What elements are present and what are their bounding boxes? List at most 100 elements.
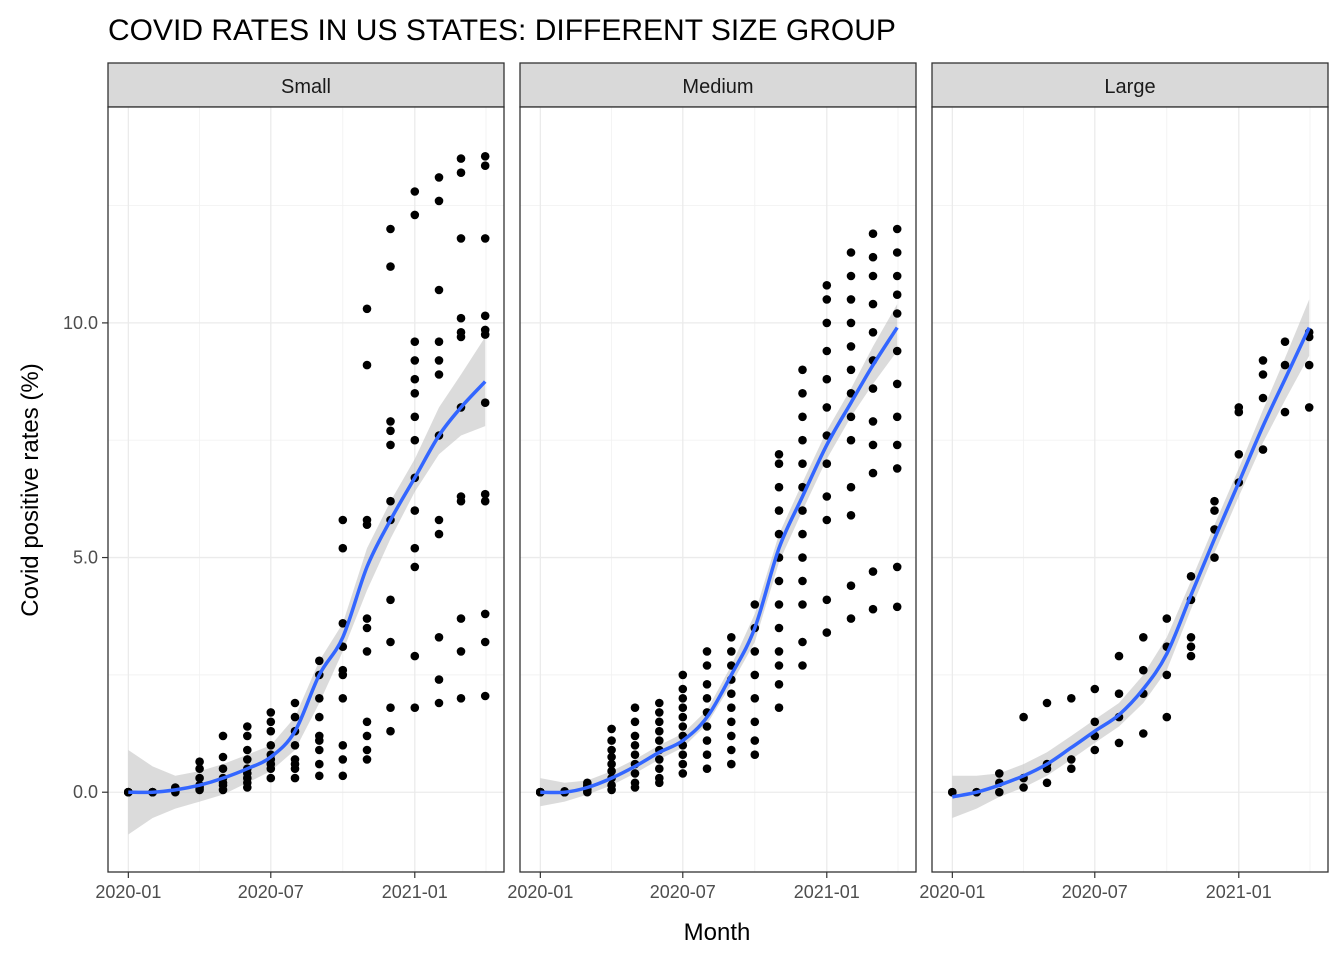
data-point: [218, 752, 228, 762]
data-point: [846, 342, 856, 351]
data-point: [868, 328, 878, 337]
data-point: [727, 759, 736, 769]
data-point: [868, 468, 878, 478]
data-point: [362, 717, 372, 727]
data-point: [1090, 745, 1100, 755]
data-point: [410, 187, 420, 196]
facet-strip-label: Medium: [682, 76, 753, 98]
data-point: [892, 412, 902, 422]
data-point: [607, 752, 616, 762]
data-point: [266, 741, 276, 750]
data-point: [386, 426, 395, 436]
data-point: [798, 600, 807, 609]
data-point: [995, 787, 1004, 797]
data-point: [1162, 712, 1172, 722]
data-point: [290, 773, 300, 783]
data-point: [607, 766, 616, 776]
data-point: [607, 724, 616, 734]
panel-background: [520, 107, 916, 872]
data-point: [386, 703, 395, 712]
data-point: [434, 633, 444, 642]
panel-border: [107, 106, 505, 873]
data-point: [774, 600, 784, 609]
data-point: [798, 459, 807, 469]
data-point: [630, 769, 640, 778]
data-point: [218, 731, 228, 741]
data-point: [456, 168, 466, 177]
panel-border: [519, 106, 917, 873]
smooth-trend-line: [951, 326, 1311, 799]
data-point: [846, 318, 856, 328]
facet-strip: [107, 62, 505, 108]
data-point: [434, 515, 444, 525]
data-point: [846, 412, 856, 422]
data-point: [386, 595, 395, 605]
data-point: [822, 459, 832, 469]
data-point: [892, 440, 902, 450]
x-tick-label: 2020-07: [1062, 882, 1128, 902]
data-point: [1162, 614, 1172, 623]
data-point: [362, 360, 372, 370]
data-point: [868, 229, 878, 238]
data-point: [1114, 738, 1124, 748]
panel-large: Large 2020-01 2020-07 2021-01: [919, 62, 1329, 902]
data-point: [702, 736, 712, 745]
data-point: [868, 299, 878, 309]
data-point: [607, 745, 616, 755]
data-point: [846, 271, 856, 281]
data-point: [410, 356, 420, 365]
data-point: [243, 731, 252, 741]
data-point: [456, 694, 466, 703]
data-point: [630, 731, 640, 741]
x-tick-label: 2020-01: [919, 882, 985, 902]
panel-background: [108, 107, 504, 872]
data-point: [678, 703, 688, 712]
data-point: [750, 600, 760, 609]
data-point: [386, 262, 395, 271]
data-point: [892, 309, 902, 318]
data-point: [655, 755, 664, 764]
data-point: [892, 346, 902, 356]
data-point: [1067, 755, 1076, 764]
data-point: [774, 450, 784, 459]
data-point: [678, 759, 688, 769]
data-point: [266, 773, 276, 783]
data-point: [362, 614, 372, 623]
x-tick-label: 2020-01: [507, 882, 573, 902]
data-point: [655, 726, 664, 736]
data-point: [868, 567, 878, 576]
data-point: [480, 161, 490, 170]
data-point: [798, 412, 807, 422]
data-point: [480, 496, 490, 506]
data-point: [892, 271, 902, 281]
y-tick-label: 0.0: [73, 782, 98, 802]
data-point: [798, 389, 807, 398]
data-point: [386, 440, 395, 450]
y-axis-title: Covid positive rates (%): [17, 363, 44, 616]
smooth-trend-line: [540, 326, 899, 795]
data-point: [386, 496, 395, 506]
data-point: [434, 173, 444, 182]
data-point: [434, 285, 444, 295]
data-point: [774, 576, 784, 586]
data-point: [727, 731, 736, 741]
data-point: [480, 234, 490, 243]
data-point: [434, 356, 444, 365]
data-point: [362, 755, 372, 764]
chart-title: COVID RATES IN US STATES: DIFFERENT SIZE…: [108, 14, 896, 47]
data-point: [678, 750, 688, 759]
data-point: [995, 769, 1004, 778]
data-point: [1304, 360, 1314, 370]
data-point: [750, 736, 760, 745]
data-point: [315, 694, 324, 703]
data-point: [386, 417, 395, 426]
confidence-ribbon: [128, 337, 486, 835]
data-point: [410, 374, 420, 384]
data-point: [678, 769, 688, 778]
data-point: [727, 745, 736, 755]
data-point: [774, 680, 784, 689]
data-point: [798, 435, 807, 445]
data-point: [1258, 445, 1268, 454]
data-point: [846, 389, 856, 398]
data-point: [338, 665, 348, 675]
